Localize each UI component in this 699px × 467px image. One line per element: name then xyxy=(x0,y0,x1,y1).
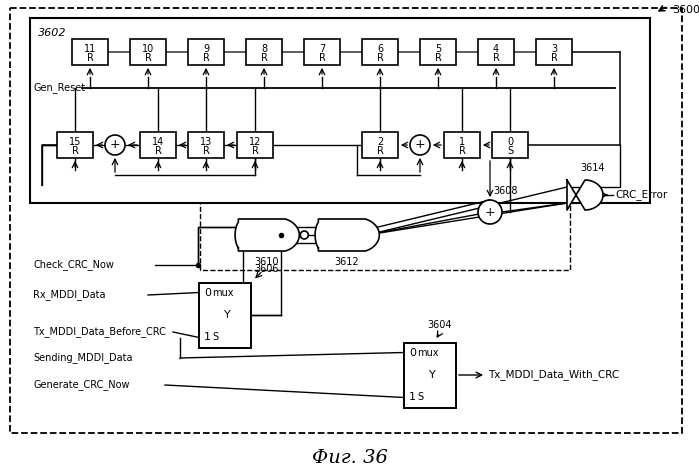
Text: mux: mux xyxy=(212,289,233,298)
Text: R: R xyxy=(154,146,161,156)
Text: +: + xyxy=(484,205,496,219)
Text: R: R xyxy=(203,146,210,156)
Text: 6: 6 xyxy=(377,44,383,54)
Text: Tx_MDDI_Data_Before_CRC: Tx_MDDI_Data_Before_CRC xyxy=(33,326,166,338)
Text: 3: 3 xyxy=(551,44,557,54)
Bar xyxy=(57,132,93,158)
Circle shape xyxy=(301,231,308,239)
Bar xyxy=(492,132,528,158)
Text: R: R xyxy=(551,53,557,63)
Text: 2: 2 xyxy=(377,137,383,147)
Text: 3606: 3606 xyxy=(254,264,278,275)
Text: S: S xyxy=(417,392,423,403)
Bar xyxy=(478,39,514,65)
Circle shape xyxy=(410,135,430,155)
Text: 3612: 3612 xyxy=(335,257,359,267)
Bar xyxy=(536,39,572,65)
Text: 9: 9 xyxy=(203,44,209,54)
Text: 3602: 3602 xyxy=(38,28,66,38)
Bar xyxy=(304,39,340,65)
Text: S: S xyxy=(507,146,513,156)
Text: mux: mux xyxy=(417,348,438,359)
Text: Y: Y xyxy=(428,370,435,380)
Text: Y: Y xyxy=(224,310,231,320)
Bar xyxy=(362,39,398,65)
Text: 3600: 3600 xyxy=(672,5,699,15)
Bar xyxy=(362,132,398,158)
Text: R: R xyxy=(377,146,384,156)
Bar xyxy=(30,18,650,203)
Text: 0: 0 xyxy=(409,347,416,358)
Text: 8: 8 xyxy=(261,44,267,54)
Text: 7: 7 xyxy=(319,44,325,54)
Text: CRC_Error: CRC_Error xyxy=(615,190,668,200)
Text: +: + xyxy=(415,139,425,151)
Bar xyxy=(188,132,224,158)
Text: 3610: 3610 xyxy=(254,257,279,267)
Bar xyxy=(188,39,224,65)
Text: Generate_CRC_Now: Generate_CRC_Now xyxy=(33,380,129,390)
Text: 5: 5 xyxy=(435,44,441,54)
Text: 0: 0 xyxy=(507,137,513,147)
Bar xyxy=(130,39,166,65)
Bar xyxy=(237,132,273,158)
Text: R: R xyxy=(261,53,268,63)
Bar xyxy=(200,200,570,270)
Polygon shape xyxy=(235,219,299,251)
Bar xyxy=(140,132,176,158)
Text: R: R xyxy=(252,146,259,156)
Bar xyxy=(404,342,456,408)
Text: 1: 1 xyxy=(204,333,211,342)
Text: Check_CRC_Now: Check_CRC_Now xyxy=(33,260,114,270)
Text: S: S xyxy=(212,333,218,342)
Circle shape xyxy=(105,135,125,155)
Bar xyxy=(420,39,456,65)
Text: +: + xyxy=(110,139,120,151)
Bar xyxy=(444,132,480,158)
Text: R: R xyxy=(459,146,466,156)
Text: 3608: 3608 xyxy=(493,186,517,196)
Text: Фиг. 36: Фиг. 36 xyxy=(312,449,388,467)
Text: 13: 13 xyxy=(200,137,212,147)
Text: 4: 4 xyxy=(493,44,499,54)
Bar xyxy=(246,39,282,65)
Text: R: R xyxy=(493,53,500,63)
Polygon shape xyxy=(567,180,603,210)
Text: 3604: 3604 xyxy=(428,320,452,331)
Bar xyxy=(199,283,251,347)
Text: 15: 15 xyxy=(69,137,81,147)
Text: 1: 1 xyxy=(459,137,465,147)
Text: Rx_MDDI_Data: Rx_MDDI_Data xyxy=(33,290,106,300)
Text: R: R xyxy=(319,53,326,63)
Circle shape xyxy=(478,200,502,224)
Text: R: R xyxy=(145,53,152,63)
Text: 11: 11 xyxy=(84,44,96,54)
Text: R: R xyxy=(87,53,94,63)
Text: Gen_Reset: Gen_Reset xyxy=(33,83,85,93)
Text: 10: 10 xyxy=(142,44,154,54)
Text: R: R xyxy=(203,53,210,63)
Polygon shape xyxy=(315,219,380,251)
Text: 3614: 3614 xyxy=(581,163,605,173)
Text: Sending_MDDI_Data: Sending_MDDI_Data xyxy=(33,353,133,363)
Text: R: R xyxy=(71,146,78,156)
Text: 0: 0 xyxy=(204,288,211,297)
Text: 14: 14 xyxy=(152,137,164,147)
Text: R: R xyxy=(435,53,442,63)
Text: R: R xyxy=(377,53,384,63)
Text: 12: 12 xyxy=(249,137,261,147)
Text: 1: 1 xyxy=(409,392,416,403)
Bar xyxy=(72,39,108,65)
Text: Tx_MDDI_Data_With_CRC: Tx_MDDI_Data_With_CRC xyxy=(488,369,619,381)
